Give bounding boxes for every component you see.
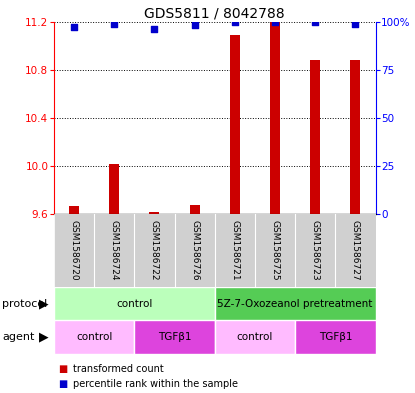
Text: GSM1586723: GSM1586723 (311, 220, 320, 281)
Point (352, 20, 359, 27)
Text: GSM1586724: GSM1586724 (110, 220, 119, 281)
Bar (94, 214, 134, 287)
Bar (54, 320, 134, 354)
Text: GSM1586725: GSM1586725 (271, 220, 280, 281)
Bar (54, 214, 94, 287)
Text: GSM1586727: GSM1586727 (351, 220, 360, 281)
Text: ■: ■ (58, 364, 67, 374)
Bar (69, 206, 79, 214)
Bar (215, 214, 255, 287)
Text: GSM1586721: GSM1586721 (230, 220, 239, 281)
Point (272, 18, 278, 25)
Point (312, 18, 319, 25)
Text: control: control (76, 332, 112, 342)
Bar (134, 320, 215, 354)
Bar (310, 60, 320, 214)
Bar (134, 214, 175, 287)
Text: 5Z-7-Oxozeanol pretreatment: 5Z-7-Oxozeanol pretreatment (217, 299, 373, 309)
Bar (230, 35, 240, 214)
Bar (295, 214, 335, 287)
Text: GSM1586726: GSM1586726 (190, 220, 199, 281)
Bar (190, 204, 200, 214)
Text: ▶: ▶ (39, 331, 49, 343)
Bar (215, 320, 295, 354)
Text: percentile rank within the sample: percentile rank within the sample (73, 379, 238, 389)
Text: GSM1586720: GSM1586720 (70, 220, 78, 281)
Point (111, 20, 117, 27)
Bar (149, 212, 159, 214)
Bar (295, 320, 376, 354)
Text: TGFβ1: TGFβ1 (319, 332, 352, 342)
Text: GSM1586722: GSM1586722 (150, 220, 159, 281)
Text: ▶: ▶ (39, 297, 49, 310)
Point (151, 26, 158, 33)
Text: agent: agent (2, 332, 34, 342)
Bar (350, 60, 361, 214)
Bar (109, 163, 119, 214)
Text: control: control (116, 299, 153, 309)
Bar (175, 214, 215, 287)
Point (191, 22, 198, 29)
Text: TGFβ1: TGFβ1 (158, 332, 191, 342)
Text: control: control (237, 332, 273, 342)
Point (232, 18, 238, 25)
Bar (270, 22, 280, 214)
Bar (54, 287, 215, 320)
Bar (335, 214, 376, 287)
Point (71, 24, 77, 31)
Text: protocol: protocol (2, 299, 47, 309)
Text: transformed count: transformed count (73, 364, 164, 374)
Text: ■: ■ (58, 379, 67, 389)
Title: GDS5811 / 8042788: GDS5811 / 8042788 (144, 6, 285, 20)
Bar (255, 214, 295, 287)
Bar (215, 287, 376, 320)
